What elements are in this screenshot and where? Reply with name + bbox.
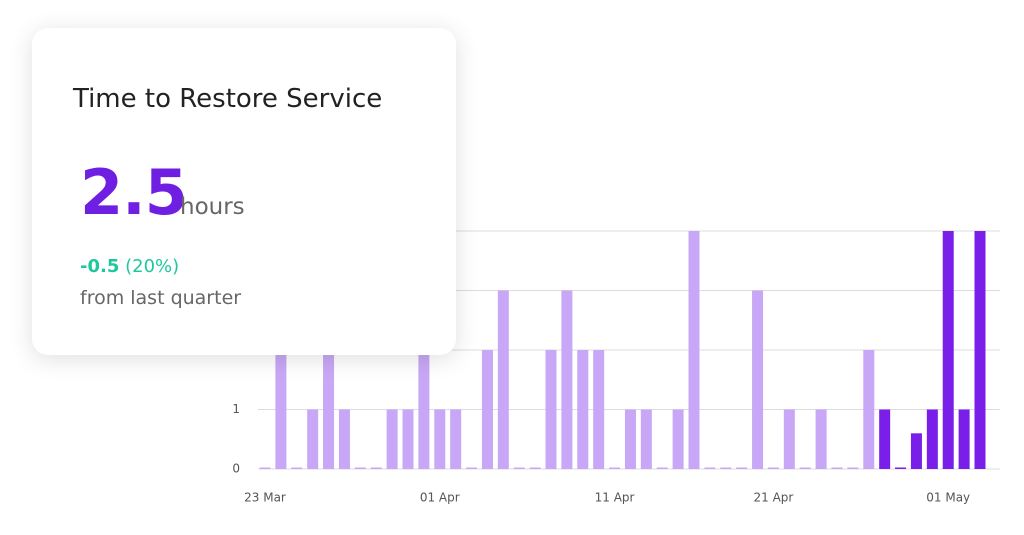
change-value: -0.5: [80, 256, 120, 277]
bar: [609, 467, 621, 469]
bar: [895, 467, 907, 469]
x-tick-label: 11 Apr: [595, 491, 635, 505]
bar: [577, 350, 589, 469]
bar: [799, 467, 811, 469]
bar: [323, 350, 335, 469]
bar: [370, 467, 382, 469]
bar: [688, 231, 700, 469]
bar: [752, 290, 764, 469]
bar: [958, 409, 970, 469]
bar: [879, 409, 891, 469]
bar: [338, 409, 350, 469]
change-pct: (20%): [125, 256, 180, 277]
metric-card: Time to Restore Service 2.5 hours -0.5 (…: [32, 28, 456, 355]
bar: [815, 409, 827, 469]
bar: [831, 467, 843, 469]
bar: [910, 433, 922, 469]
bar: [402, 409, 414, 469]
bar: [307, 409, 319, 469]
bar: [497, 290, 509, 469]
bar: [513, 467, 525, 469]
x-tick-label: 01 May: [926, 491, 970, 505]
comparison: from last quarter: [80, 287, 242, 309]
bar: [466, 467, 478, 469]
bar: [974, 231, 986, 469]
bar: [593, 350, 605, 469]
bar: [386, 409, 398, 469]
metric-unit: hours: [180, 194, 245, 220]
y-tick-label: 1: [232, 402, 240, 416]
bar: [291, 467, 303, 469]
bar: [926, 409, 938, 469]
bar: [259, 467, 271, 469]
x-tick-label: 23 Mar: [244, 491, 286, 505]
x-tick-label: 01 Apr: [420, 491, 460, 505]
y-tick-label: 0: [232, 462, 240, 476]
bar: [704, 467, 716, 469]
bar: [450, 409, 462, 469]
change: -0.5 (20%): [80, 256, 179, 277]
bar: [354, 467, 366, 469]
bar: [529, 467, 541, 469]
card-title: Time to Restore Service: [73, 84, 383, 114]
bar: [672, 409, 684, 469]
x-tick-label: 21 Apr: [754, 491, 794, 505]
bar: [481, 350, 493, 469]
bar: [847, 467, 859, 469]
metric-value: 2.5: [80, 156, 188, 229]
bar: [863, 350, 875, 469]
bar: [767, 467, 779, 469]
bar: [640, 409, 652, 469]
bar: [561, 290, 573, 469]
bar: [545, 350, 557, 469]
bar: [720, 467, 732, 469]
bar: [418, 350, 430, 469]
bar: [942, 231, 954, 469]
bar: [783, 409, 795, 469]
bar: [434, 409, 446, 469]
bar: [624, 409, 636, 469]
bar: [656, 467, 668, 469]
bar: [275, 350, 287, 469]
bar: [736, 467, 748, 469]
